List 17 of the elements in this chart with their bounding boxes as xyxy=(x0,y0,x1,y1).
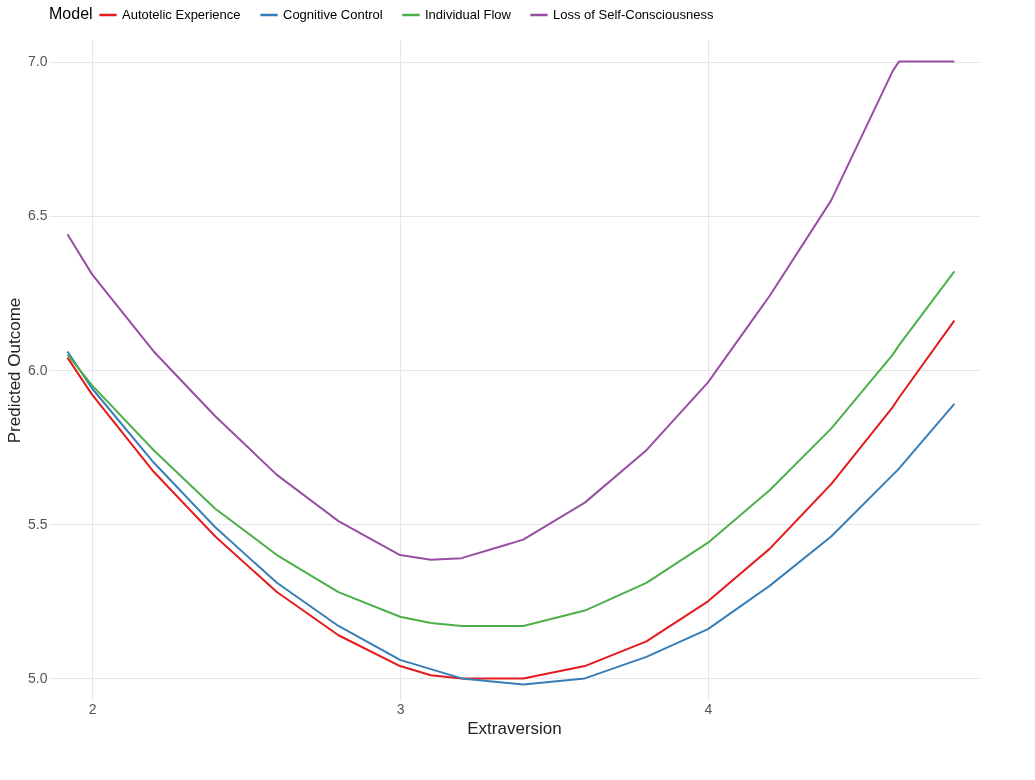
legend-label: Autotelic Experience xyxy=(122,7,241,22)
line-series xyxy=(66,60,956,561)
y-tick-label: 6.0 xyxy=(28,361,48,378)
y-axis-title: Predicted Outcome xyxy=(5,297,25,444)
legend-label: Individual Flow xyxy=(425,7,512,22)
y-tick-label: 5.5 xyxy=(28,515,48,532)
x-tick-label: 3 xyxy=(396,700,405,717)
legend-label: Cognitive Control xyxy=(283,7,383,22)
y-tick-label: 6.5 xyxy=(28,207,48,224)
legend-label: Loss of Self-Consciousness xyxy=(553,7,714,22)
legend-title: Model xyxy=(49,5,93,22)
y-tick-label: 5.0 xyxy=(28,669,48,686)
x-tick-label: 4 xyxy=(704,700,713,717)
x-axis-title: Extraversion xyxy=(467,718,562,738)
line-series xyxy=(66,270,956,627)
y-tick-label: 7.0 xyxy=(28,53,48,70)
x-tick-label: 2 xyxy=(88,700,97,717)
